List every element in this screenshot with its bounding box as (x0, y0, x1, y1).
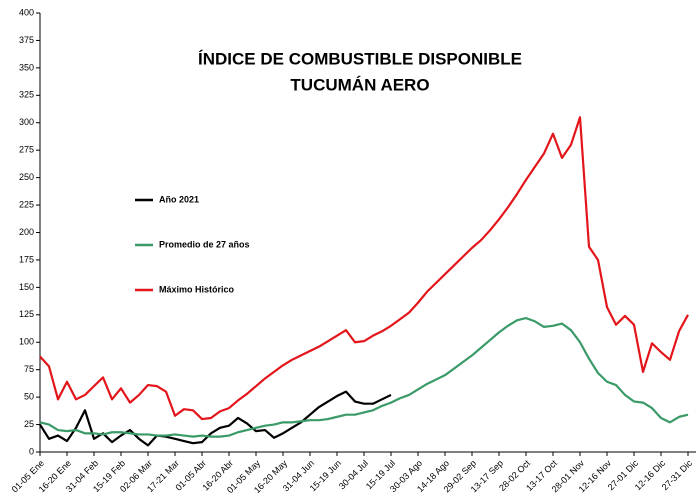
y-tick-label: 175 (19, 254, 34, 264)
y-tick-label: 225 (19, 199, 34, 209)
y-tick-label: 250 (19, 172, 34, 182)
y-tick-label: 100 (19, 337, 34, 347)
y-tick-label: 0 (29, 446, 34, 456)
legend-label: Año 2021 (159, 194, 199, 204)
y-tick-label: 25 (24, 419, 34, 429)
legend-label: Máximo Histórico (159, 284, 235, 294)
x-tick-label: 27-31 Dic (660, 458, 695, 493)
y-tick-label: 350 (19, 62, 34, 72)
y-tick-label: 50 (24, 392, 34, 402)
y-tick-label: 125 (19, 309, 34, 319)
y-tick-label: 275 (19, 145, 34, 155)
y-tick-label: 150 (19, 282, 34, 292)
y-tick-label: 300 (19, 117, 34, 127)
series-line (39, 317, 689, 438)
y-tick-label: 400 (19, 7, 34, 17)
legend-label: Promedio de 27 años (159, 239, 250, 249)
y-tick-label: 375 (19, 35, 34, 45)
chart-title: ÍNDICE DE COMBUSTIBLE DISPONIBLE (198, 49, 522, 68)
y-tick-label: 75 (24, 364, 34, 374)
y-tick-label: 325 (19, 90, 34, 100)
y-tick-label: 200 (19, 227, 34, 237)
series-line (39, 390, 392, 447)
chart-title: TUCUMÁN AERO (290, 75, 429, 94)
series-line (39, 116, 689, 421)
